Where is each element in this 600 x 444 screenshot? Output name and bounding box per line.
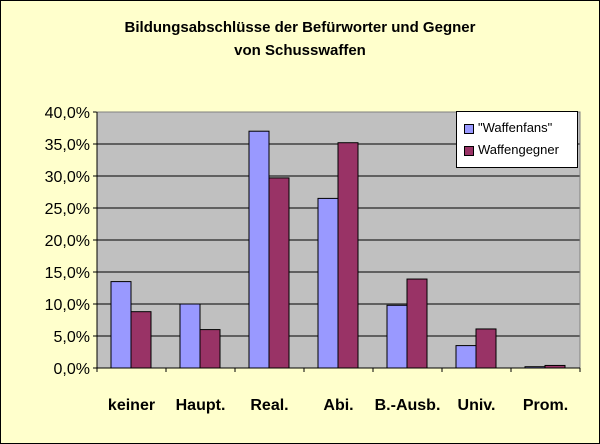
legend-swatch-waffenfans [464,124,474,134]
x-tick-label: Prom. [523,397,568,414]
legend-label-waffenfans: "Waffenfans" [478,120,553,135]
bar-waffengegner [406,278,428,369]
chart-title-line-2: von Schusswaffen [234,42,366,59]
legend-swatch-waffengegner [464,146,474,156]
y-tick-label: 5,0% [54,329,90,346]
bar-waffenfans [110,281,132,369]
y-tick-label: 15,0% [45,265,90,282]
bar-waffenfans [317,197,339,369]
y-tick-label: 20,0% [45,233,90,250]
y-tick-label: 0,0% [54,361,90,378]
x-tick-label: Haupt. [176,397,226,414]
chart-title: Bildungsabschlüsse der Befürworter und G… [0,16,600,62]
x-tick-label: B.-Ausb. [375,397,441,414]
bar-waffengegner [268,177,290,369]
bar-waffenfans [386,304,408,369]
x-tick-label: Abi. [323,397,353,414]
bar-waffengegner [475,328,497,369]
y-tick-label: 10,0% [45,297,90,314]
chart-title-line-1: Bildungsabschlüsse der Befürworter und G… [124,19,476,36]
y-tick-label: 40,0% [45,105,90,122]
legend-label-waffengegner: Waffengegner [478,142,559,157]
bar-waffengegner [199,329,221,369]
legend: "Waffenfans" Waffengegner [456,111,578,168]
x-tick-label: keiner [108,397,155,414]
x-tick-label: Real. [250,397,288,414]
bar-waffenfans [248,130,270,369]
y-tick-label: 25,0% [45,201,90,218]
bar-waffenfans [179,303,201,369]
bar-waffengegner [337,142,359,369]
y-tick-label: 30,0% [45,169,90,186]
bar-waffenfans [455,345,477,369]
bar-waffengegner [130,311,152,369]
y-tick-label: 35,0% [45,137,90,154]
x-tick-label: Univ. [458,397,496,414]
